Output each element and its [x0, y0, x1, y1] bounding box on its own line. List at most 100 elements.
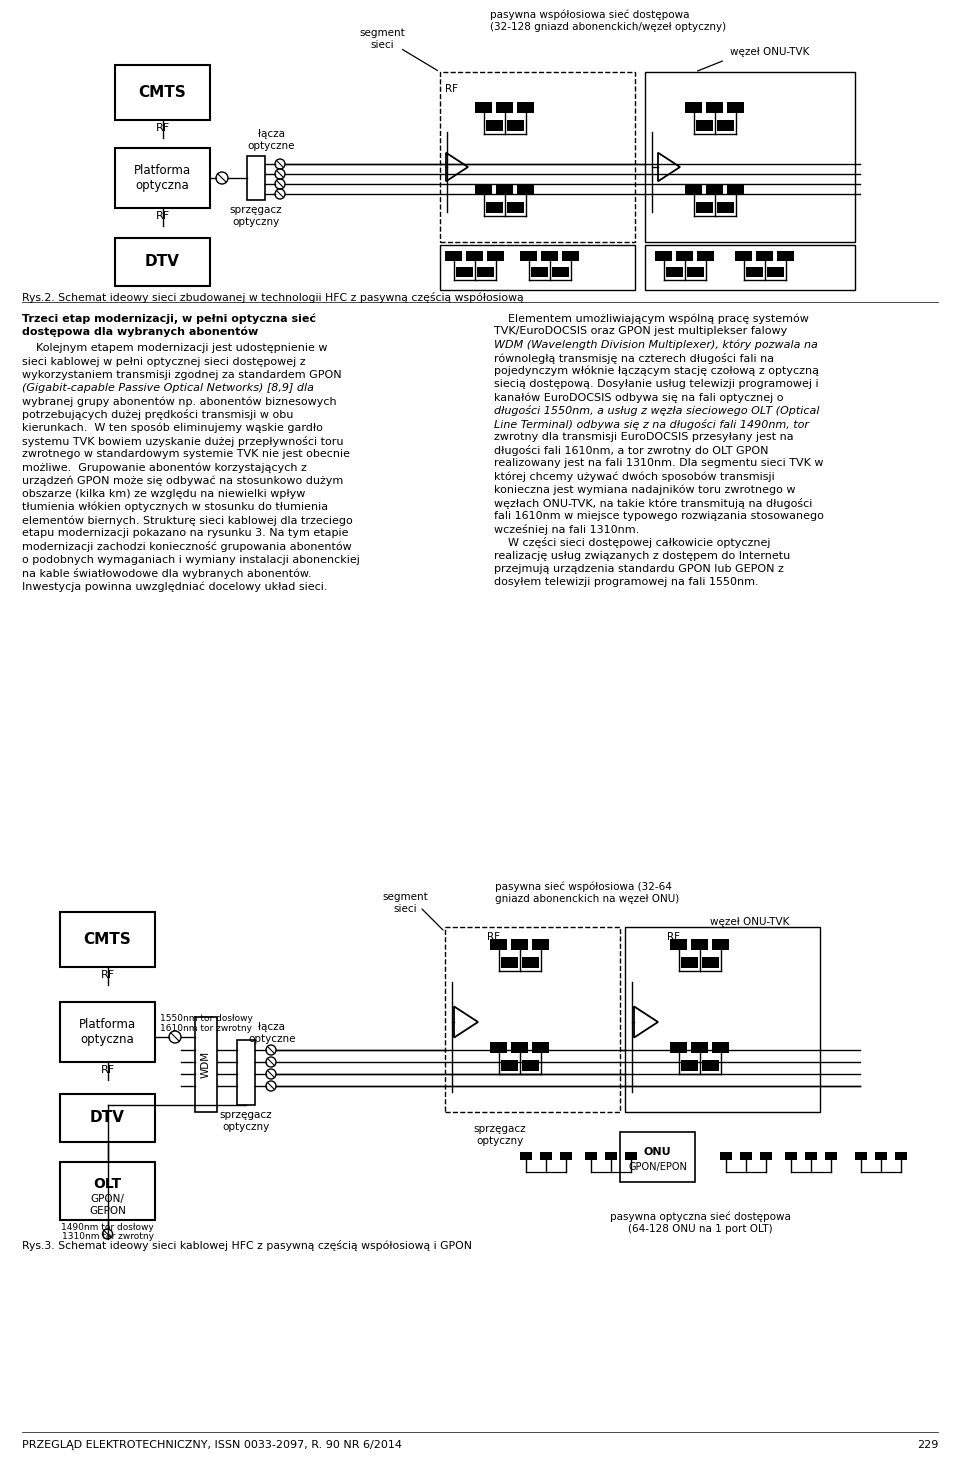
Bar [665, 268, 683, 276]
Text: Inwestycja powinna uwzględniać docelowy układ sieci.: Inwestycja powinna uwzględniać docelowy … [22, 580, 327, 592]
Bar [487, 251, 504, 262]
Bar [777, 251, 794, 262]
Bar [702, 1060, 718, 1072]
Text: CMTS: CMTS [84, 931, 132, 947]
Bar [440, 246, 635, 289]
Bar [541, 251, 558, 262]
Bar [562, 251, 579, 262]
Bar [507, 202, 523, 213]
Text: której chcemy używać dwóch sposobów transmisji: której chcemy używać dwóch sposobów tran… [494, 471, 775, 482]
Bar [785, 1152, 797, 1159]
Text: RF: RF [667, 931, 680, 942]
Bar [520, 1152, 532, 1159]
Text: RF: RF [487, 931, 500, 942]
Text: sprzęgacz
optyczny: sprzęgacz optyczny [220, 1110, 273, 1132]
Text: 1610nm tor zwrotny: 1610nm tor zwrotny [160, 1023, 252, 1034]
Text: siecią dostępową. Dosyłanie usług telewizji programowej i: siecią dostępową. Dosyłanie usług telewi… [494, 379, 819, 389]
Bar [685, 184, 702, 194]
Bar [702, 958, 718, 968]
Bar [475, 102, 492, 113]
Bar [455, 268, 472, 276]
Bar [476, 268, 493, 276]
Bar [706, 102, 723, 113]
Text: pasywna optyczna sieć dostępowa
(64-128 ONU na 1 port OLT): pasywna optyczna sieć dostępowa (64-128 … [610, 1212, 790, 1234]
Bar [521, 958, 539, 968]
Text: Rys.2. Schemat ideowy sieci zbudowanej w technologii HFC z pasywną częścią współ: Rys.2. Schemat ideowy sieci zbudowanej w… [22, 292, 523, 303]
Bar [60, 1001, 155, 1061]
Bar [440, 72, 635, 243]
Bar [466, 251, 483, 262]
Bar [855, 1152, 867, 1159]
Bar [645, 72, 855, 243]
Bar [712, 939, 729, 950]
Bar [805, 1152, 817, 1159]
Bar [625, 1152, 637, 1159]
Text: OLT: OLT [93, 1177, 122, 1192]
Bar [560, 1152, 572, 1159]
Text: zwrotnego w standardowym systemie TVK nie jest obecnie: zwrotnego w standardowym systemie TVK ni… [22, 449, 350, 459]
Text: Platforma
optyczna: Platforma optyczna [134, 164, 191, 192]
Text: realizację usług związanych z dostępem do Internetu: realizację usług związanych z dostępem d… [494, 551, 790, 560]
Bar [517, 184, 534, 194]
Bar [532, 939, 549, 950]
Bar [895, 1152, 907, 1159]
Bar [695, 202, 712, 213]
Text: potrzebujących dużej prędkości transmisji w obu: potrzebujących dużej prędkości transmisj… [22, 409, 294, 421]
Bar [681, 1060, 698, 1072]
Text: sprzęgacz
optyczny: sprzęgacz optyczny [229, 205, 282, 227]
Text: 1550nm tor dosłowy: 1550nm tor dosłowy [160, 1015, 252, 1023]
Bar [720, 1152, 732, 1159]
Text: RF: RF [101, 1064, 114, 1075]
Text: GPON/EPON: GPON/EPON [628, 1162, 687, 1173]
Bar [115, 148, 210, 208]
Bar [60, 1162, 155, 1219]
Bar [756, 251, 773, 262]
Bar [727, 102, 744, 113]
Bar [507, 120, 523, 132]
Text: realizowany jest na fali 1310nm. Dla segmentu sieci TVK w: realizowany jest na fali 1310nm. Dla seg… [494, 458, 824, 468]
Bar [517, 102, 534, 113]
Bar [691, 939, 708, 950]
Bar [691, 1042, 708, 1053]
Bar [676, 251, 693, 262]
Bar [521, 1060, 539, 1072]
Text: kanałów EuroDOCSIS odbywa się na fali optycznej o: kanałów EuroDOCSIS odbywa się na fali op… [494, 392, 783, 402]
Bar [496, 102, 513, 113]
Text: WDM (​Wavelength Division Multiplexer​), który pozwala na: WDM (​Wavelength Division Multiplexer​),… [494, 339, 818, 349]
Text: RF: RF [445, 83, 458, 94]
Bar [486, 202, 502, 213]
Bar [706, 184, 723, 194]
Bar [681, 958, 698, 968]
Bar [490, 939, 507, 950]
Text: obszarze (kilka km) ze względu na niewielki wpływ: obszarze (kilka km) ze względu na niewie… [22, 488, 305, 499]
Bar [520, 251, 537, 262]
Bar [825, 1152, 837, 1159]
Bar [445, 251, 462, 262]
Text: dosyłem telewizji programowej na fali 1550nm.: dosyłem telewizji programowej na fali 15… [494, 577, 758, 588]
Text: RF: RF [101, 969, 114, 980]
Text: na kable światłowodowe dla wybranych abonentów.: na kable światłowodowe dla wybranych abo… [22, 567, 312, 579]
Text: RF: RF [156, 211, 170, 221]
Bar [540, 1152, 552, 1159]
Bar [735, 251, 752, 262]
Bar [712, 1042, 729, 1053]
Bar [605, 1152, 617, 1159]
Text: przejmują urządzenia standardu GPON lub GEPON z: przejmują urządzenia standardu GPON lub … [494, 564, 784, 573]
Text: możliwe.  Grupowanie abonentów korzystających z: możliwe. Grupowanie abonentów korzystają… [22, 462, 307, 472]
Text: DTV: DTV [90, 1111, 125, 1126]
Text: TVK/EuroDOCSIS oraz GPON jest multiplekser falowy: TVK/EuroDOCSIS oraz GPON jest multipleks… [494, 326, 787, 336]
Bar [716, 202, 733, 213]
Text: łącza
optyczne: łącza optyczne [249, 1022, 296, 1044]
Text: dostępowa dla wybranych abonentów: dostępowa dla wybranych abonentów [22, 326, 258, 336]
Text: długości fali 1610nm, a tor zwrotny do OLT GPON: długości fali 1610nm, a tor zwrotny do O… [494, 444, 769, 456]
Bar [195, 1018, 217, 1113]
Bar [645, 246, 855, 289]
Bar [551, 268, 568, 276]
Bar [486, 120, 502, 132]
Text: RF: RF [156, 123, 170, 133]
Text: Elementem umożliwiającym wspólną pracę systemów: Elementem umożliwiającym wspólną pracę s… [494, 313, 809, 323]
Text: sieci kablowej w pełni optycznej sieci dostępowej z: sieci kablowej w pełni optycznej sieci d… [22, 357, 305, 367]
Text: Platforma
optyczna: Platforma optyczna [79, 1018, 136, 1045]
Text: Kolejnym etapem modernizacji jest udostępnienie w: Kolejnym etapem modernizacji jest udostę… [22, 344, 327, 354]
Text: tłumienia włókien optycznych w stosunku do tłumienia: tłumienia włókien optycznych w stosunku … [22, 501, 328, 512]
